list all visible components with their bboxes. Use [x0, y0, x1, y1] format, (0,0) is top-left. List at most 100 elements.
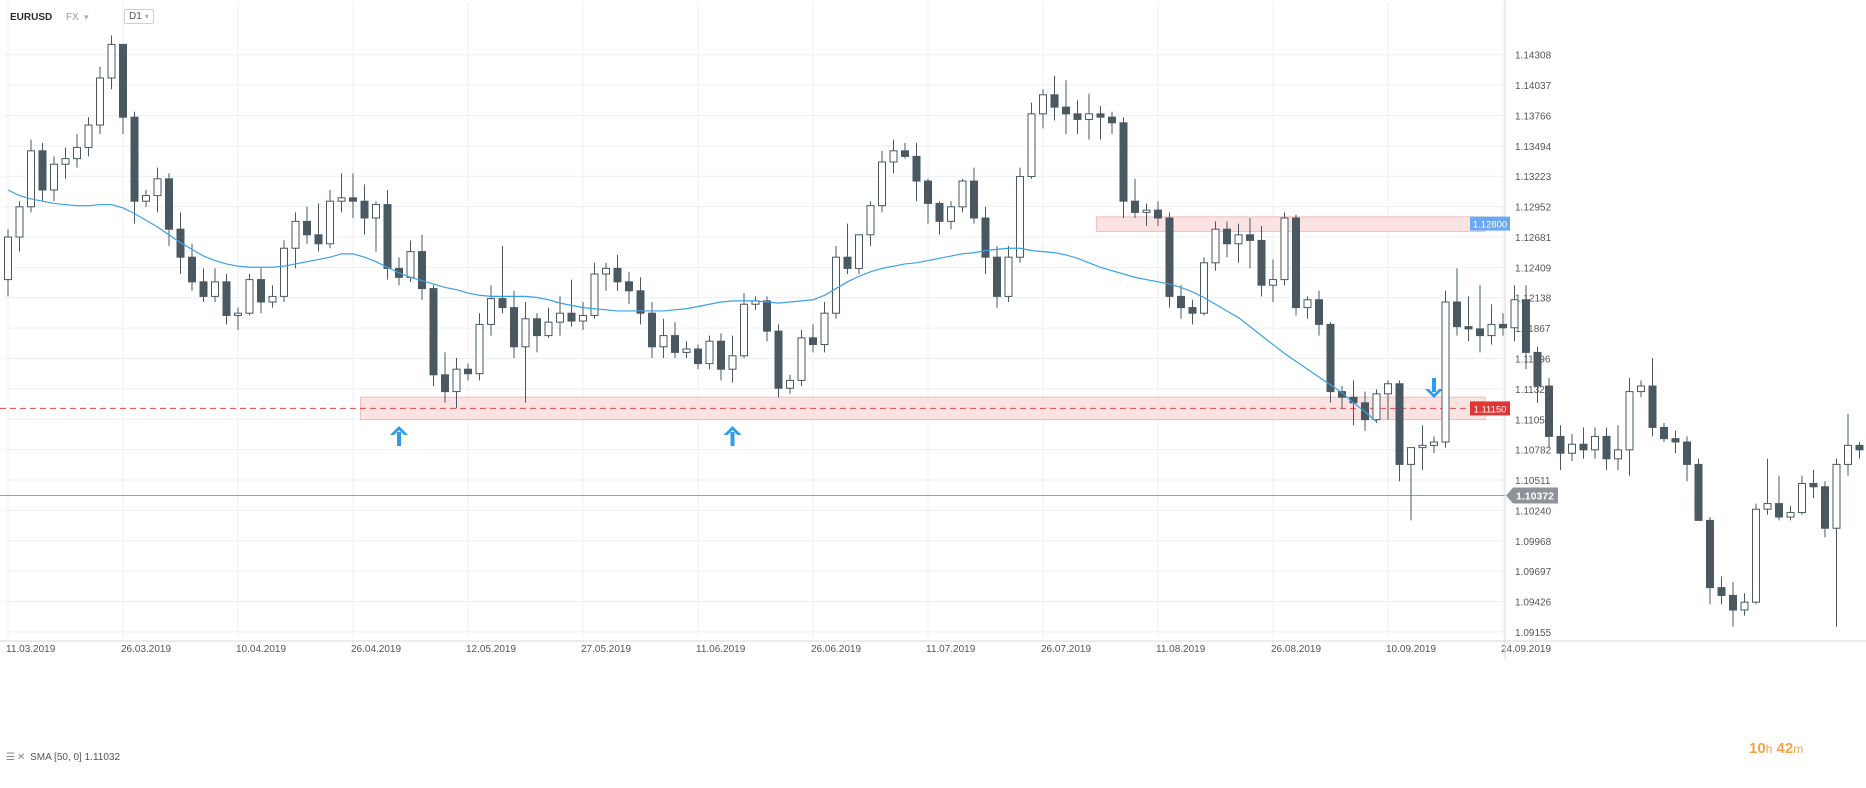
- candle-bullish: [1280, 217, 1289, 281]
- candle-bullish: [142, 195, 150, 202]
- x-tick-label: 11.03.2019: [6, 644, 56, 655]
- x-tick-label: 24.09.2019: [1501, 644, 1551, 655]
- candle-bullish: [1200, 262, 1208, 314]
- candle-bearish: [1315, 299, 1323, 325]
- candle-bullish: [1740, 601, 1749, 611]
- candle-bearish: [1694, 463, 1703, 521]
- candle-bearish: [993, 256, 1001, 297]
- y-tick-label: 1.14037: [1515, 81, 1552, 92]
- candle-bullish: [372, 204, 380, 219]
- candle-bullish: [1039, 94, 1047, 115]
- countdown-minutes-unit: m: [1793, 742, 1804, 756]
- candle-bullish: [96, 77, 104, 126]
- candle-bearish: [1154, 209, 1162, 219]
- timeframe-value: D1: [129, 11, 142, 22]
- countdown-hours: 10: [1749, 740, 1766, 757]
- market-caret-icon[interactable]: ▾: [84, 12, 89, 22]
- candle-bullish: [1832, 463, 1841, 529]
- candle-bearish: [38, 150, 47, 191]
- candle-bearish: [1395, 383, 1404, 465]
- candle-bullish: [1372, 393, 1381, 421]
- candle-bearish: [1809, 482, 1818, 488]
- sma-line: [7, 189, 1377, 423]
- y-tick-label: 1.13223: [1515, 172, 1552, 183]
- timeframe-select[interactable]: D1 ▾: [124, 9, 154, 24]
- candle-bullish: [107, 43, 116, 79]
- candle-bullish: [659, 335, 668, 348]
- candle-bearish: [625, 281, 633, 292]
- candle-bearish: [648, 312, 656, 348]
- x-tick-label: 27.05.2019: [581, 644, 631, 655]
- y-tick-label: 1.09697: [1515, 567, 1552, 578]
- candle-bearish: [1476, 328, 1484, 337]
- candle-bearish: [1453, 301, 1461, 328]
- candle-bullish: [1016, 176, 1024, 258]
- candle-bearish: [901, 150, 909, 157]
- candle-bearish: [1131, 200, 1139, 213]
- candle-bullish: [84, 124, 93, 148]
- candle-bullish: [1844, 444, 1852, 465]
- y-tick-label: 1.13494: [1515, 142, 1552, 153]
- y-tick-label: 1.13766: [1515, 111, 1552, 122]
- candle-bullish: [73, 146, 81, 160]
- candle-bullish: [211, 281, 219, 297]
- current-price-tag: [1506, 487, 1558, 504]
- candle-bearish: [613, 267, 622, 283]
- candle-bullish: [556, 312, 564, 323]
- candle-bearish: [360, 200, 369, 219]
- candle-bullish: [326, 200, 334, 245]
- candle-bearish: [1671, 438, 1680, 443]
- resistance-zone: [1096, 216, 1486, 232]
- candle-bearish: [1464, 326, 1473, 330]
- candle-bearish: [510, 307, 518, 348]
- candle-bullish: [1786, 512, 1795, 518]
- candle-bullish: [602, 267, 610, 275]
- candle-bearish: [981, 217, 990, 258]
- candle-bullish: [855, 234, 863, 269]
- candle-bearish: [1522, 299, 1530, 353]
- y-tick-label: 1.09968: [1515, 537, 1552, 548]
- candle-bearish: [970, 180, 978, 219]
- candle-bullish: [579, 314, 587, 322]
- y-tick-label: 1.10511: [1515, 476, 1551, 487]
- resistance-price-label-bg: [1470, 216, 1510, 231]
- y-tick-label: 1.12681: [1515, 233, 1552, 244]
- candle-bearish: [1683, 441, 1691, 465]
- candle-bearish: [1729, 594, 1737, 611]
- candle-bearish: [809, 337, 817, 346]
- candle-bearish: [498, 298, 507, 309]
- candle-bearish: [1165, 217, 1174, 297]
- candle-bearish: [1556, 435, 1565, 454]
- y-tick-label: 1.10240: [1515, 506, 1552, 517]
- candle-bullish: [291, 220, 300, 249]
- candle-bearish: [1717, 587, 1726, 596]
- candle-bearish: [1050, 94, 1059, 108]
- candle-bullish: [1614, 449, 1622, 460]
- candle-bearish: [694, 348, 702, 365]
- candle-bearish: [1108, 116, 1116, 124]
- candle-bearish: [1073, 113, 1082, 120]
- candle-bullish: [1637, 385, 1645, 393]
- candle-bullish: [1234, 234, 1243, 245]
- candle-bearish: [1326, 323, 1335, 393]
- candle-bearish: [441, 374, 449, 393]
- candle-bearish: [303, 220, 311, 236]
- x-tick-label: 10.04.2019: [236, 644, 286, 655]
- candle-bearish: [843, 256, 852, 269]
- resistance-price-label: 1.12800: [1473, 220, 1507, 231]
- candle-bearish: [717, 340, 725, 370]
- candle-bullish: [337, 197, 346, 202]
- candle-bullish: [1418, 444, 1427, 449]
- y-tick-label: 1.10782: [1515, 446, 1552, 457]
- arrow-up-icon: [723, 426, 742, 446]
- indicator-settings-icon[interactable]: ☰: [6, 752, 15, 763]
- indicator-legend[interactable]: ☰ ✕ SMA [50, 0] 1.11032: [6, 752, 120, 763]
- indicator-remove-icon[interactable]: ✕: [16, 752, 26, 763]
- candle-bullish: [1752, 508, 1760, 603]
- candle-bullish: [268, 295, 277, 303]
- candle-bearish: [1545, 385, 1553, 437]
- candle-bearish: [1775, 503, 1783, 518]
- candle-bullish: [1027, 113, 1036, 178]
- candle-bearish: [257, 279, 265, 303]
